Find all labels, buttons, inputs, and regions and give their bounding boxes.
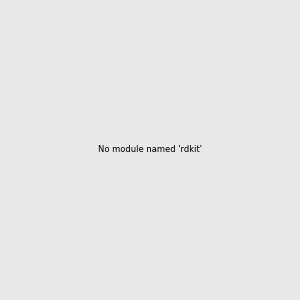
- Text: No module named 'rdkit': No module named 'rdkit': [98, 146, 202, 154]
